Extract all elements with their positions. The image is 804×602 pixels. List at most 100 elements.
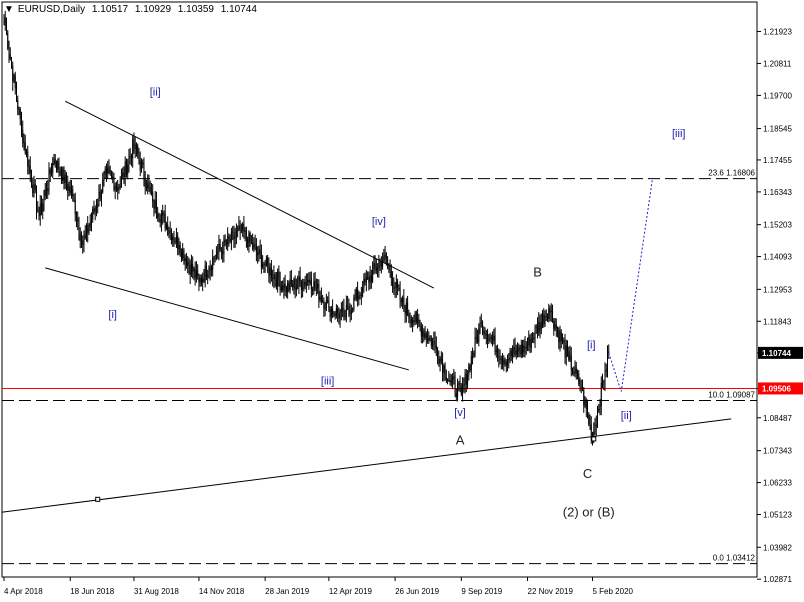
candle-body — [82, 240, 84, 245]
candle-body — [464, 373, 466, 385]
candle-body — [380, 260, 382, 267]
candle-body — [270, 267, 272, 278]
candle-body — [559, 332, 561, 343]
candle-body — [27, 151, 29, 167]
candle-body — [94, 208, 96, 212]
candle-body — [600, 382, 602, 407]
candle-body — [53, 158, 55, 163]
candle-body — [570, 355, 572, 371]
candle-body — [370, 275, 372, 282]
candle-body — [170, 230, 172, 241]
fib-23-6-line-label: 23.6 1.16806 — [708, 169, 755, 178]
candle-body — [145, 186, 147, 189]
y-tick-label: 1.07343 — [763, 447, 792, 456]
symbol-label: EURUSD,Daily — [17, 4, 86, 15]
candle-body — [282, 285, 284, 291]
candle-body — [133, 139, 135, 145]
candle-body — [555, 324, 557, 329]
candle-body — [48, 169, 50, 189]
candle-body — [78, 221, 80, 234]
candle-body — [523, 345, 525, 353]
candle-body — [65, 174, 67, 185]
candle-body — [539, 321, 541, 331]
candle-body — [479, 323, 481, 329]
candle-body — [190, 263, 192, 275]
candle-body — [607, 351, 609, 370]
candle-body — [239, 225, 241, 231]
candle-body — [12, 65, 14, 82]
candle-body — [298, 276, 300, 286]
y-tick-label: 1.05123 — [763, 510, 792, 519]
x-tick-label: 12 Apr 2019 — [329, 587, 373, 596]
x-tick-label: 26 Jun 2019 — [395, 587, 440, 596]
candle-body — [162, 212, 164, 216]
candle-body — [518, 347, 520, 352]
candle-body — [590, 424, 592, 440]
candle-body — [549, 308, 551, 313]
candle-body — [503, 359, 505, 365]
current-price-badge-text: 1.10744 — [762, 349, 791, 358]
candle-body — [457, 384, 459, 398]
candle-body — [64, 174, 66, 184]
candle-body — [367, 276, 369, 278]
candle-body — [467, 375, 469, 385]
lower-channel-line — [45, 267, 409, 371]
candle-body — [337, 308, 339, 314]
candle-body — [497, 349, 499, 357]
candle-body — [348, 305, 350, 311]
candle-body — [447, 380, 449, 382]
candle-body — [245, 230, 247, 239]
candle-body — [295, 286, 297, 291]
candle-body — [45, 189, 47, 192]
candle-body — [59, 171, 61, 174]
candle-body — [424, 333, 426, 338]
candle-body — [344, 316, 346, 318]
candle-body — [435, 345, 437, 349]
candle-body — [38, 210, 40, 217]
candle-body — [240, 230, 242, 232]
candle-body — [323, 300, 325, 309]
candle-body — [130, 156, 132, 159]
candle-body — [287, 283, 289, 293]
candle-body — [88, 227, 90, 233]
candle-body — [505, 362, 507, 366]
y-tick-label: 1.21923 — [763, 27, 792, 36]
candle-body — [250, 242, 252, 244]
candle-body — [462, 385, 464, 395]
candle-body — [228, 236, 230, 239]
candle-body — [209, 267, 211, 272]
candle-body — [585, 399, 587, 410]
candle-body — [423, 330, 425, 338]
candle-body — [62, 168, 64, 181]
candle-body — [278, 271, 280, 281]
candle-body — [113, 179, 115, 190]
marker-c — [591, 436, 597, 442]
candle-body — [230, 231, 232, 242]
candle-body — [475, 337, 477, 339]
wave-label-4: [v] — [454, 407, 466, 419]
fib-10-0-line-label: 10.0 1.09087 — [708, 391, 755, 400]
candle-body — [177, 235, 179, 250]
candle-body — [508, 359, 510, 361]
y-tick-label: 1.17455 — [763, 156, 792, 165]
candle-body — [488, 339, 490, 341]
candle-body — [139, 160, 141, 170]
candle-body — [173, 237, 175, 242]
candle-body — [339, 312, 341, 319]
candle-body — [537, 326, 539, 334]
collapse-arrow-icon[interactable]: ▼ — [4, 4, 14, 15]
candle-body — [437, 348, 439, 359]
candle-body — [603, 382, 605, 384]
candle-body — [257, 252, 259, 256]
candle-body — [350, 310, 352, 315]
candle-body — [123, 172, 125, 178]
candle-body — [390, 270, 392, 279]
candle-body — [127, 164, 129, 175]
candle-body — [343, 308, 345, 317]
candle-body — [470, 356, 472, 371]
x-axis: 4 Apr 2018 18 Jun 2018 31 Aug 2018 14 Nov 2… — [3, 577, 634, 596]
candle-body — [40, 203, 42, 212]
candle-body — [95, 207, 97, 209]
candle-body — [87, 225, 89, 233]
